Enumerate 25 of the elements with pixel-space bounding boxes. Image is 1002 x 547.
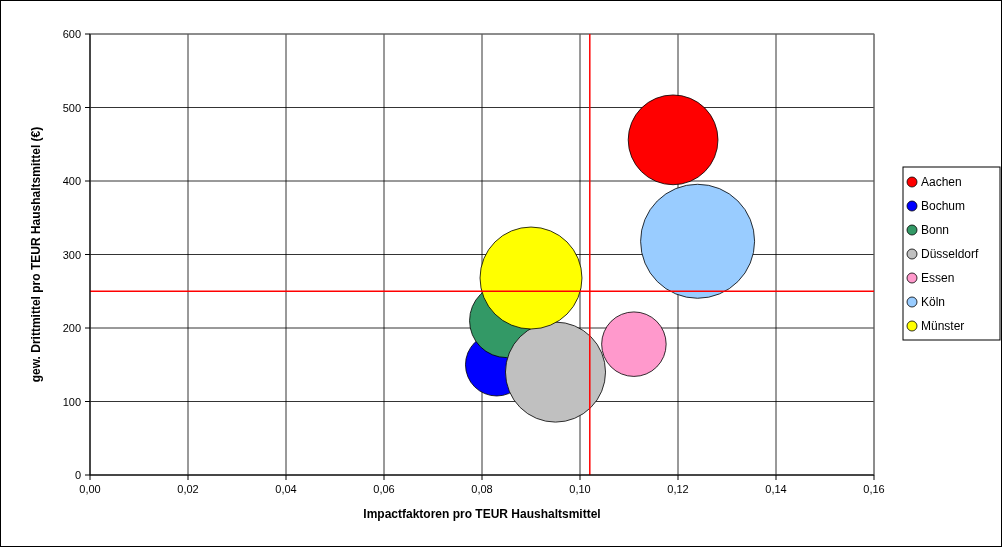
y-tick-label: 200 bbox=[62, 322, 81, 334]
y-tick-label: 100 bbox=[62, 395, 81, 408]
y-tick-label: 0 bbox=[74, 469, 81, 481]
x-tick-label: 0,08 bbox=[471, 483, 493, 495]
x-tick-label: 0,12 bbox=[667, 483, 689, 495]
legend-label: Bonn bbox=[921, 223, 950, 237]
y-tick-label: 500 bbox=[62, 101, 81, 114]
x-tick-label: 0,14 bbox=[765, 483, 787, 495]
x-tick-label: 0,06 bbox=[373, 483, 395, 495]
legend-label: Essen bbox=[921, 271, 955, 285]
y-axis-title: gew. Drittmittel pro TEUR Haushaltsmittel (€) bbox=[29, 126, 43, 383]
x-tick-label: 0,00 bbox=[79, 483, 101, 495]
legend-label: Bochum bbox=[921, 199, 966, 213]
x-tick-label: 0,02 bbox=[177, 483, 199, 495]
x-axis-title: Impactfaktoren pro TEUR Haushaltsmittel bbox=[363, 507, 601, 521]
y-tick-label: 400 bbox=[62, 175, 81, 187]
legend-label: Aachen bbox=[921, 175, 962, 189]
legend-label: Köln bbox=[921, 295, 946, 309]
y-tick-label: 600 bbox=[62, 28, 81, 40]
y-tick-label: 300 bbox=[62, 248, 81, 261]
legend-label: Düsseldorf bbox=[921, 247, 980, 261]
x-tick-label: 0,04 bbox=[275, 483, 297, 495]
x-tick-label: 0,10 bbox=[569, 483, 591, 495]
legend-label: Münster bbox=[921, 319, 965, 333]
x-tick-label: 0,16 bbox=[863, 483, 885, 495]
